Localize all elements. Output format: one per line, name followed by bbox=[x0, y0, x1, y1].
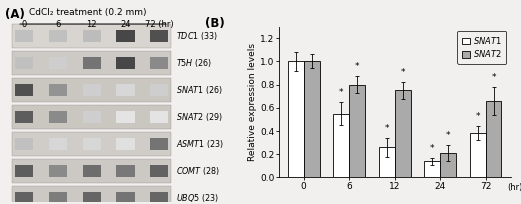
Bar bbox=[116, 57, 134, 69]
Bar bbox=[49, 84, 67, 96]
Text: *: * bbox=[491, 73, 496, 82]
Bar bbox=[12, 159, 171, 183]
Bar bbox=[83, 30, 101, 42]
Text: $\it{SNAT2}$ (29): $\it{SNAT2}$ (29) bbox=[176, 111, 222, 123]
Text: *: * bbox=[339, 88, 343, 97]
Bar bbox=[116, 165, 134, 177]
Bar bbox=[12, 51, 171, 75]
Bar bbox=[49, 165, 67, 177]
Text: 72 (hr): 72 (hr) bbox=[145, 20, 173, 29]
Bar bbox=[83, 138, 101, 150]
Text: $\it{ASMT1}$ (23): $\it{ASMT1}$ (23) bbox=[176, 138, 224, 150]
Text: $\it{COMT}$ (28): $\it{COMT}$ (28) bbox=[176, 165, 220, 177]
Text: (hr): (hr) bbox=[507, 183, 521, 192]
Bar bbox=[15, 192, 33, 204]
Text: CdCl₂ treatment (0.2 mm): CdCl₂ treatment (0.2 mm) bbox=[29, 8, 147, 17]
Bar bbox=[150, 57, 168, 69]
Bar bbox=[15, 84, 33, 96]
Bar bbox=[379, 147, 395, 177]
Bar bbox=[150, 111, 168, 123]
Bar bbox=[12, 78, 171, 102]
Bar bbox=[486, 101, 502, 177]
Bar bbox=[304, 61, 320, 177]
Bar bbox=[49, 192, 67, 204]
Bar bbox=[440, 153, 456, 177]
Bar bbox=[49, 57, 67, 69]
Bar bbox=[469, 133, 486, 177]
Bar bbox=[83, 192, 101, 204]
Bar bbox=[12, 132, 171, 156]
Text: (B): (B) bbox=[205, 18, 225, 30]
Text: 12: 12 bbox=[86, 20, 97, 29]
Bar bbox=[424, 161, 440, 177]
Text: $\it{UBQ5}$ (23): $\it{UBQ5}$ (23) bbox=[176, 192, 219, 204]
Bar bbox=[49, 138, 67, 150]
Bar bbox=[116, 192, 134, 204]
Bar bbox=[15, 165, 33, 177]
Bar bbox=[150, 84, 168, 96]
Text: *: * bbox=[430, 143, 435, 153]
Text: $\it{TDC1}$ (33): $\it{TDC1}$ (33) bbox=[176, 30, 218, 42]
Text: 24: 24 bbox=[120, 20, 131, 29]
Bar bbox=[15, 57, 33, 69]
Bar bbox=[288, 61, 304, 177]
Text: *: * bbox=[475, 112, 480, 121]
Bar bbox=[116, 84, 134, 96]
Bar bbox=[83, 84, 101, 96]
Text: *: * bbox=[446, 131, 450, 140]
Bar bbox=[49, 30, 67, 42]
Bar bbox=[12, 24, 171, 48]
Bar bbox=[83, 111, 101, 123]
Text: *: * bbox=[400, 68, 405, 77]
Text: $\it{SNAT1}$ (26): $\it{SNAT1}$ (26) bbox=[176, 84, 223, 96]
Bar bbox=[150, 138, 168, 150]
Bar bbox=[395, 90, 411, 177]
Bar bbox=[116, 138, 134, 150]
Bar bbox=[150, 30, 168, 42]
Bar bbox=[15, 30, 33, 42]
Text: 0: 0 bbox=[22, 20, 27, 29]
Text: (A): (A) bbox=[5, 8, 25, 21]
Bar bbox=[150, 165, 168, 177]
Bar bbox=[15, 111, 33, 123]
Bar bbox=[12, 186, 171, 204]
Bar bbox=[116, 111, 134, 123]
Bar bbox=[116, 30, 134, 42]
Bar bbox=[15, 138, 33, 150]
Text: *: * bbox=[384, 124, 389, 133]
Bar bbox=[150, 192, 168, 204]
Bar bbox=[83, 57, 101, 69]
Bar bbox=[83, 165, 101, 177]
Bar bbox=[12, 105, 171, 129]
Bar bbox=[333, 114, 349, 177]
Bar bbox=[349, 85, 365, 177]
Bar bbox=[49, 111, 67, 123]
Text: $\it{T5H}$ (26): $\it{T5H}$ (26) bbox=[176, 57, 212, 69]
Text: *: * bbox=[355, 62, 359, 71]
Legend: $\it{SNAT1}$, $\it{SNAT2}$: $\it{SNAT1}$, $\it{SNAT2}$ bbox=[457, 31, 506, 63]
Text: 6: 6 bbox=[55, 20, 61, 29]
Y-axis label: Relative expression levels: Relative expression levels bbox=[249, 43, 257, 161]
